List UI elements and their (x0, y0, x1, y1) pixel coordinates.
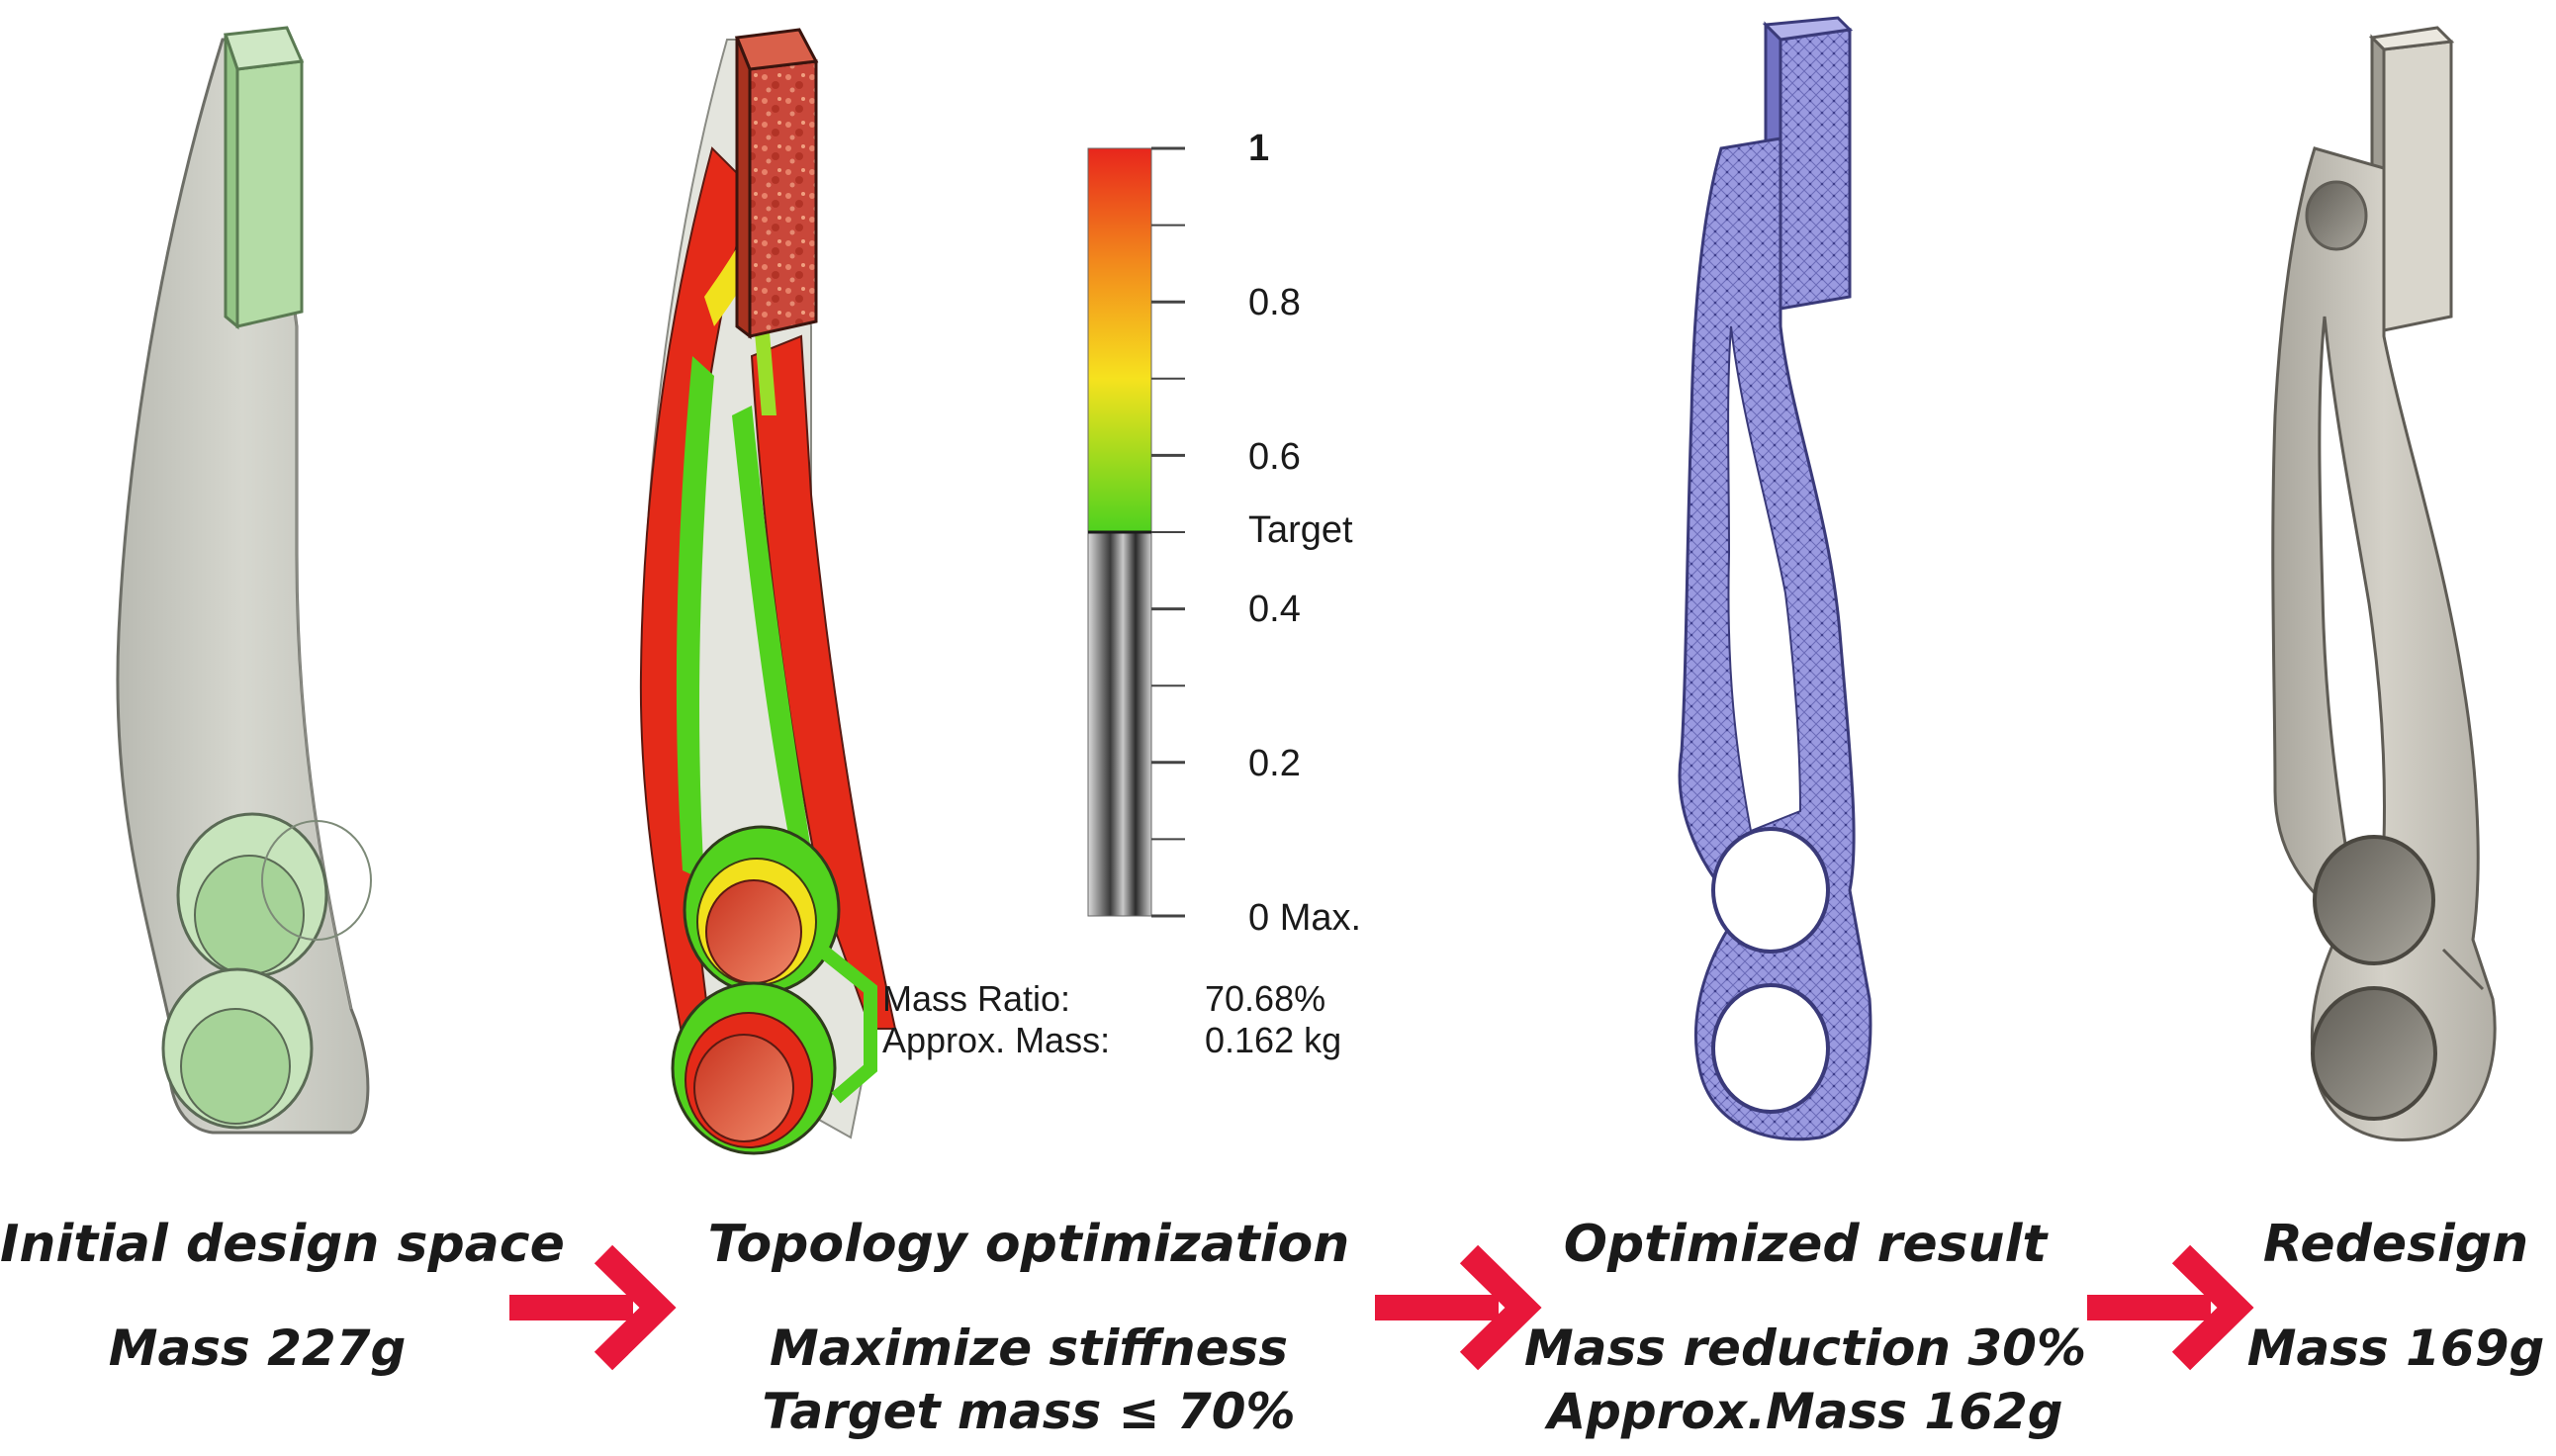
boss-rings (161, 812, 372, 1130)
caption-topology-optimization: Topology optimization Maximize stiffness… (683, 1212, 1375, 1443)
mass-info: Mass Ratio: 70.68% Approx. Mass: 0.162 k… (882, 978, 1341, 1060)
caption-line: Mass reduction 30% (1523, 1320, 2087, 1377)
caption-title: Redesign (2262, 1215, 2529, 1274)
legend-label-1: 1 (1248, 128, 1269, 169)
mesh-hole-lower (1711, 983, 1830, 1114)
caption-line: Target mass ≤ 70% (762, 1383, 1296, 1440)
mass-ratio-label: Mass Ratio: (882, 978, 1070, 1019)
redesign-hole-lower (2311, 986, 2437, 1121)
caption-line: Approx.Mass 162g (1547, 1383, 2063, 1440)
legend-gradient-bar (1087, 147, 1152, 533)
caption-initial-design: Initial design space Mass 227g (0, 1212, 565, 1380)
caption-title: Optimized result (1563, 1215, 2048, 1274)
mesh-hole-upper (1711, 827, 1830, 954)
keep-region-block (223, 26, 305, 330)
redesign-part (2271, 26, 2497, 1141)
caption-redesign: Redesign Mass 169g (2236, 1212, 2556, 1380)
legend-label-0-2: 0.2 (1248, 743, 1301, 784)
speckled-load-block (734, 28, 819, 340)
legend-label-0-8: 0.8 (1248, 282, 1301, 323)
caption-title: Topology optimization (707, 1215, 1350, 1274)
density-legend: 1 0.8 0.6 Target 0.4 0.2 0 Max. (1087, 128, 1361, 939)
caption-line: Mass 169g (2246, 1320, 2545, 1377)
caption-title: Initial design space (0, 1215, 565, 1274)
approx-mass-label: Approx. Mass: (882, 1020, 1110, 1060)
topology-optimization-part (639, 28, 897, 1155)
optimized-bosses (671, 825, 877, 1155)
legend-label-0-max: 0 Max. (1248, 897, 1361, 939)
initial-design-space-part (116, 26, 372, 1135)
optimized-mesh-part (1678, 16, 1872, 1141)
caption-line: Mass 227g (108, 1320, 407, 1377)
legend-label-target: Target (1248, 509, 1353, 551)
arrow-3 (2087, 1244, 2254, 1371)
caption-line: Maximize stiffness (770, 1320, 1288, 1377)
arrow-2 (1375, 1244, 1542, 1371)
redesign-hole-upper (2313, 835, 2435, 965)
approx-mass-value: 0.162 kg (1205, 1020, 1341, 1060)
legend-label-0-6: 0.6 (1248, 436, 1301, 478)
mass-ratio-value: 70.68% (1205, 978, 1325, 1019)
legend-label-0-4: 0.4 (1248, 589, 1301, 630)
arrow-1 (509, 1244, 677, 1371)
caption-optimized-result: Optimized result Mass reduction 30% Appr… (1523, 1212, 2087, 1443)
